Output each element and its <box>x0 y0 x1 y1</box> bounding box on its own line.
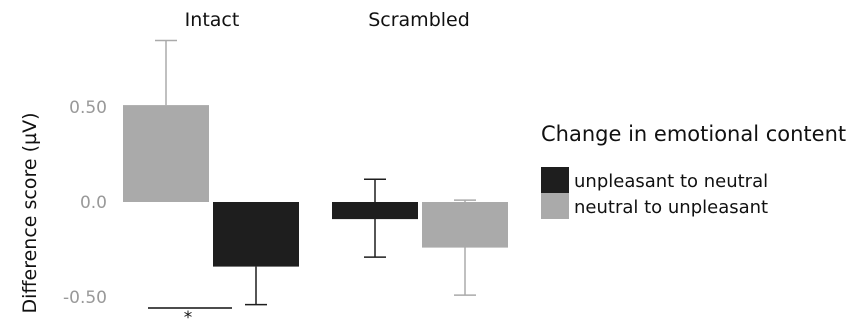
bar <box>123 105 209 202</box>
legend-swatch-neutral-to-unpleasant <box>541 193 569 219</box>
significance-star: * <box>184 308 193 322</box>
legend-swatch-unpleasant-to-neutral <box>541 167 569 193</box>
y-tick-label: 0.0 <box>80 193 107 213</box>
group-label: Scrambled <box>368 9 470 31</box>
legend-label-neutral-to-unpleasant: neutral to unpleasant <box>574 197 768 218</box>
y-tick-labels: 0.50 0.0 -0.50 <box>63 98 107 308</box>
bars <box>123 105 508 267</box>
legend-label-unpleasant-to-neutral: unpleasant to neutral <box>574 171 768 192</box>
error-bars <box>155 39 476 306</box>
y-tick-label: -0.50 <box>63 288 107 308</box>
y-tick-label: 0.50 <box>69 98 107 118</box>
bar <box>213 202 299 267</box>
legend: Change in emotional content unpleasant t… <box>541 122 846 219</box>
group-label: Intact <box>185 9 240 31</box>
legend-title: Change in emotional content <box>541 122 846 146</box>
y-axis-label: Difference score (µV) <box>19 113 41 314</box>
group-labels: Intact Scrambled <box>185 9 470 31</box>
